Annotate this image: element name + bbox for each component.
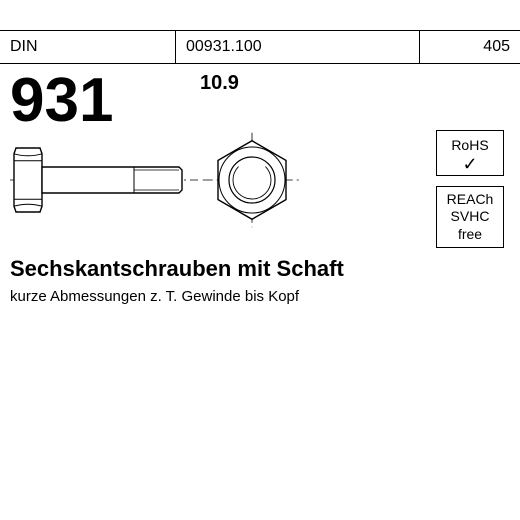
compliance-badges: RoHS ✓ REACh SVHC free	[436, 130, 504, 248]
spec-sheet: DIN 00931.100 405 931 10.9 RoHS ✓ REACh …	[0, 0, 520, 520]
product-subtitle: kurze Abmessungen z. T. Gewinde bis Kopf	[0, 282, 520, 305]
header-code: 00931.100	[176, 31, 420, 63]
strength-class: 10.9	[200, 72, 239, 95]
technical-drawings	[10, 130, 410, 230]
reach-line3: free	[439, 226, 501, 244]
standard-number: 931	[0, 64, 113, 136]
header-standard: DIN	[0, 31, 176, 63]
rohs-label: RoHS	[451, 137, 488, 153]
check-icon: ✓	[439, 155, 501, 173]
rohs-badge: RoHS ✓	[436, 130, 504, 176]
reach-line1: REACh	[439, 191, 501, 209]
header-row: DIN 00931.100 405	[0, 30, 520, 64]
bolt-diagram	[10, 130, 410, 230]
reach-line2: SVHC	[439, 208, 501, 226]
reach-badge: REACh SVHC free	[436, 186, 504, 249]
header-right: 405	[420, 31, 520, 63]
